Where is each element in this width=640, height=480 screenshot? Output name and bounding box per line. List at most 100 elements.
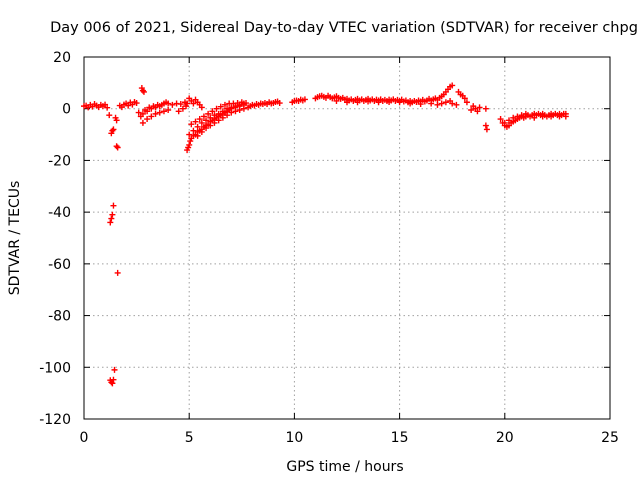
data-point	[215, 110, 222, 117]
data-point	[531, 114, 538, 121]
data-point	[139, 110, 146, 117]
chart-title: Day 006 of 2021, Sidereal Day-to-day VTE…	[50, 20, 638, 36]
data-point	[449, 100, 456, 107]
data-point	[211, 112, 218, 119]
data-point	[205, 110, 212, 117]
data-point	[113, 117, 120, 124]
data-point	[144, 116, 151, 123]
data-point	[506, 117, 513, 124]
data-point	[169, 101, 176, 108]
data-point	[165, 107, 172, 114]
data-point	[453, 101, 460, 108]
data-point	[207, 114, 214, 121]
plot-frame	[83, 56, 611, 420]
data-point	[177, 101, 184, 108]
data-point	[109, 380, 116, 387]
data-point	[482, 105, 489, 112]
data-point	[107, 219, 114, 226]
data-point	[461, 95, 468, 102]
data-point	[548, 110, 555, 117]
data-point	[236, 107, 243, 114]
data-point	[497, 116, 504, 123]
data-point	[175, 108, 182, 115]
data-point	[135, 109, 142, 116]
data-point	[518, 112, 525, 119]
data-point	[196, 116, 203, 123]
data-point	[165, 100, 172, 107]
data-point	[234, 100, 241, 107]
data-point	[301, 96, 308, 103]
data-point	[476, 104, 483, 111]
data-point	[539, 110, 546, 117]
data-point	[213, 105, 220, 112]
data-point	[474, 108, 481, 115]
data-point	[207, 122, 214, 129]
chart-gridlines	[84, 57, 610, 419]
data-points	[81, 82, 569, 387]
data-point	[243, 100, 250, 107]
y-tick-label: -80	[48, 309, 71, 325]
tick-labels: 0 5 10 15 20 25 20 0 -20 -40 -60 -80 -100 -120	[39, 50, 619, 446]
data-point	[224, 105, 231, 112]
data-point	[438, 100, 445, 107]
data-point	[114, 144, 121, 151]
data-point	[365, 98, 372, 105]
data-point	[183, 103, 190, 110]
data-point	[219, 108, 226, 115]
data-point	[217, 103, 224, 110]
data-point	[194, 132, 201, 139]
x-tick-label: 15	[391, 430, 409, 446]
data-point	[200, 113, 207, 120]
x-tick-label: 10	[285, 430, 303, 446]
data-point	[190, 100, 197, 107]
data-point	[179, 105, 186, 112]
data-point	[125, 102, 132, 109]
data-point	[522, 110, 529, 117]
data-point	[224, 112, 231, 119]
data-point	[110, 376, 117, 383]
data-point	[188, 121, 195, 128]
data-point	[514, 113, 521, 120]
data-point	[106, 112, 113, 119]
data-point	[386, 98, 393, 105]
data-point	[160, 108, 167, 115]
data-point	[276, 100, 283, 107]
data-point	[148, 113, 155, 120]
data-point	[556, 110, 563, 117]
data-point	[144, 108, 151, 115]
data-point	[139, 119, 146, 126]
y-tick-label: -60	[48, 257, 71, 273]
data-point	[140, 88, 147, 95]
data-point	[152, 110, 159, 117]
data-point	[215, 117, 222, 124]
data-point	[375, 99, 382, 106]
data-point	[198, 119, 205, 126]
data-point	[110, 202, 117, 209]
data-point	[483, 126, 490, 133]
y-tick-label: -120	[39, 412, 71, 428]
data-point	[209, 108, 216, 115]
data-point	[228, 109, 235, 116]
data-point	[194, 123, 201, 130]
data-point	[510, 114, 517, 121]
data-point	[109, 211, 116, 218]
data-point	[228, 104, 235, 111]
data-point	[109, 127, 116, 134]
x-tick-label: 25	[601, 430, 619, 446]
data-point	[203, 117, 210, 124]
x-tick-label: 0	[80, 430, 89, 446]
data-point	[344, 99, 350, 106]
data-point	[102, 101, 109, 108]
data-point	[354, 99, 361, 106]
data-point	[434, 101, 441, 108]
y-tick-label: -20	[48, 153, 71, 169]
data-point	[133, 100, 140, 107]
data-point	[110, 126, 117, 133]
y-tick-label: 0	[62, 102, 71, 118]
data-point	[190, 127, 197, 134]
data-point	[333, 97, 340, 104]
y-tick-label: -100	[39, 360, 71, 376]
data-point	[221, 101, 228, 108]
data-point	[186, 131, 193, 138]
